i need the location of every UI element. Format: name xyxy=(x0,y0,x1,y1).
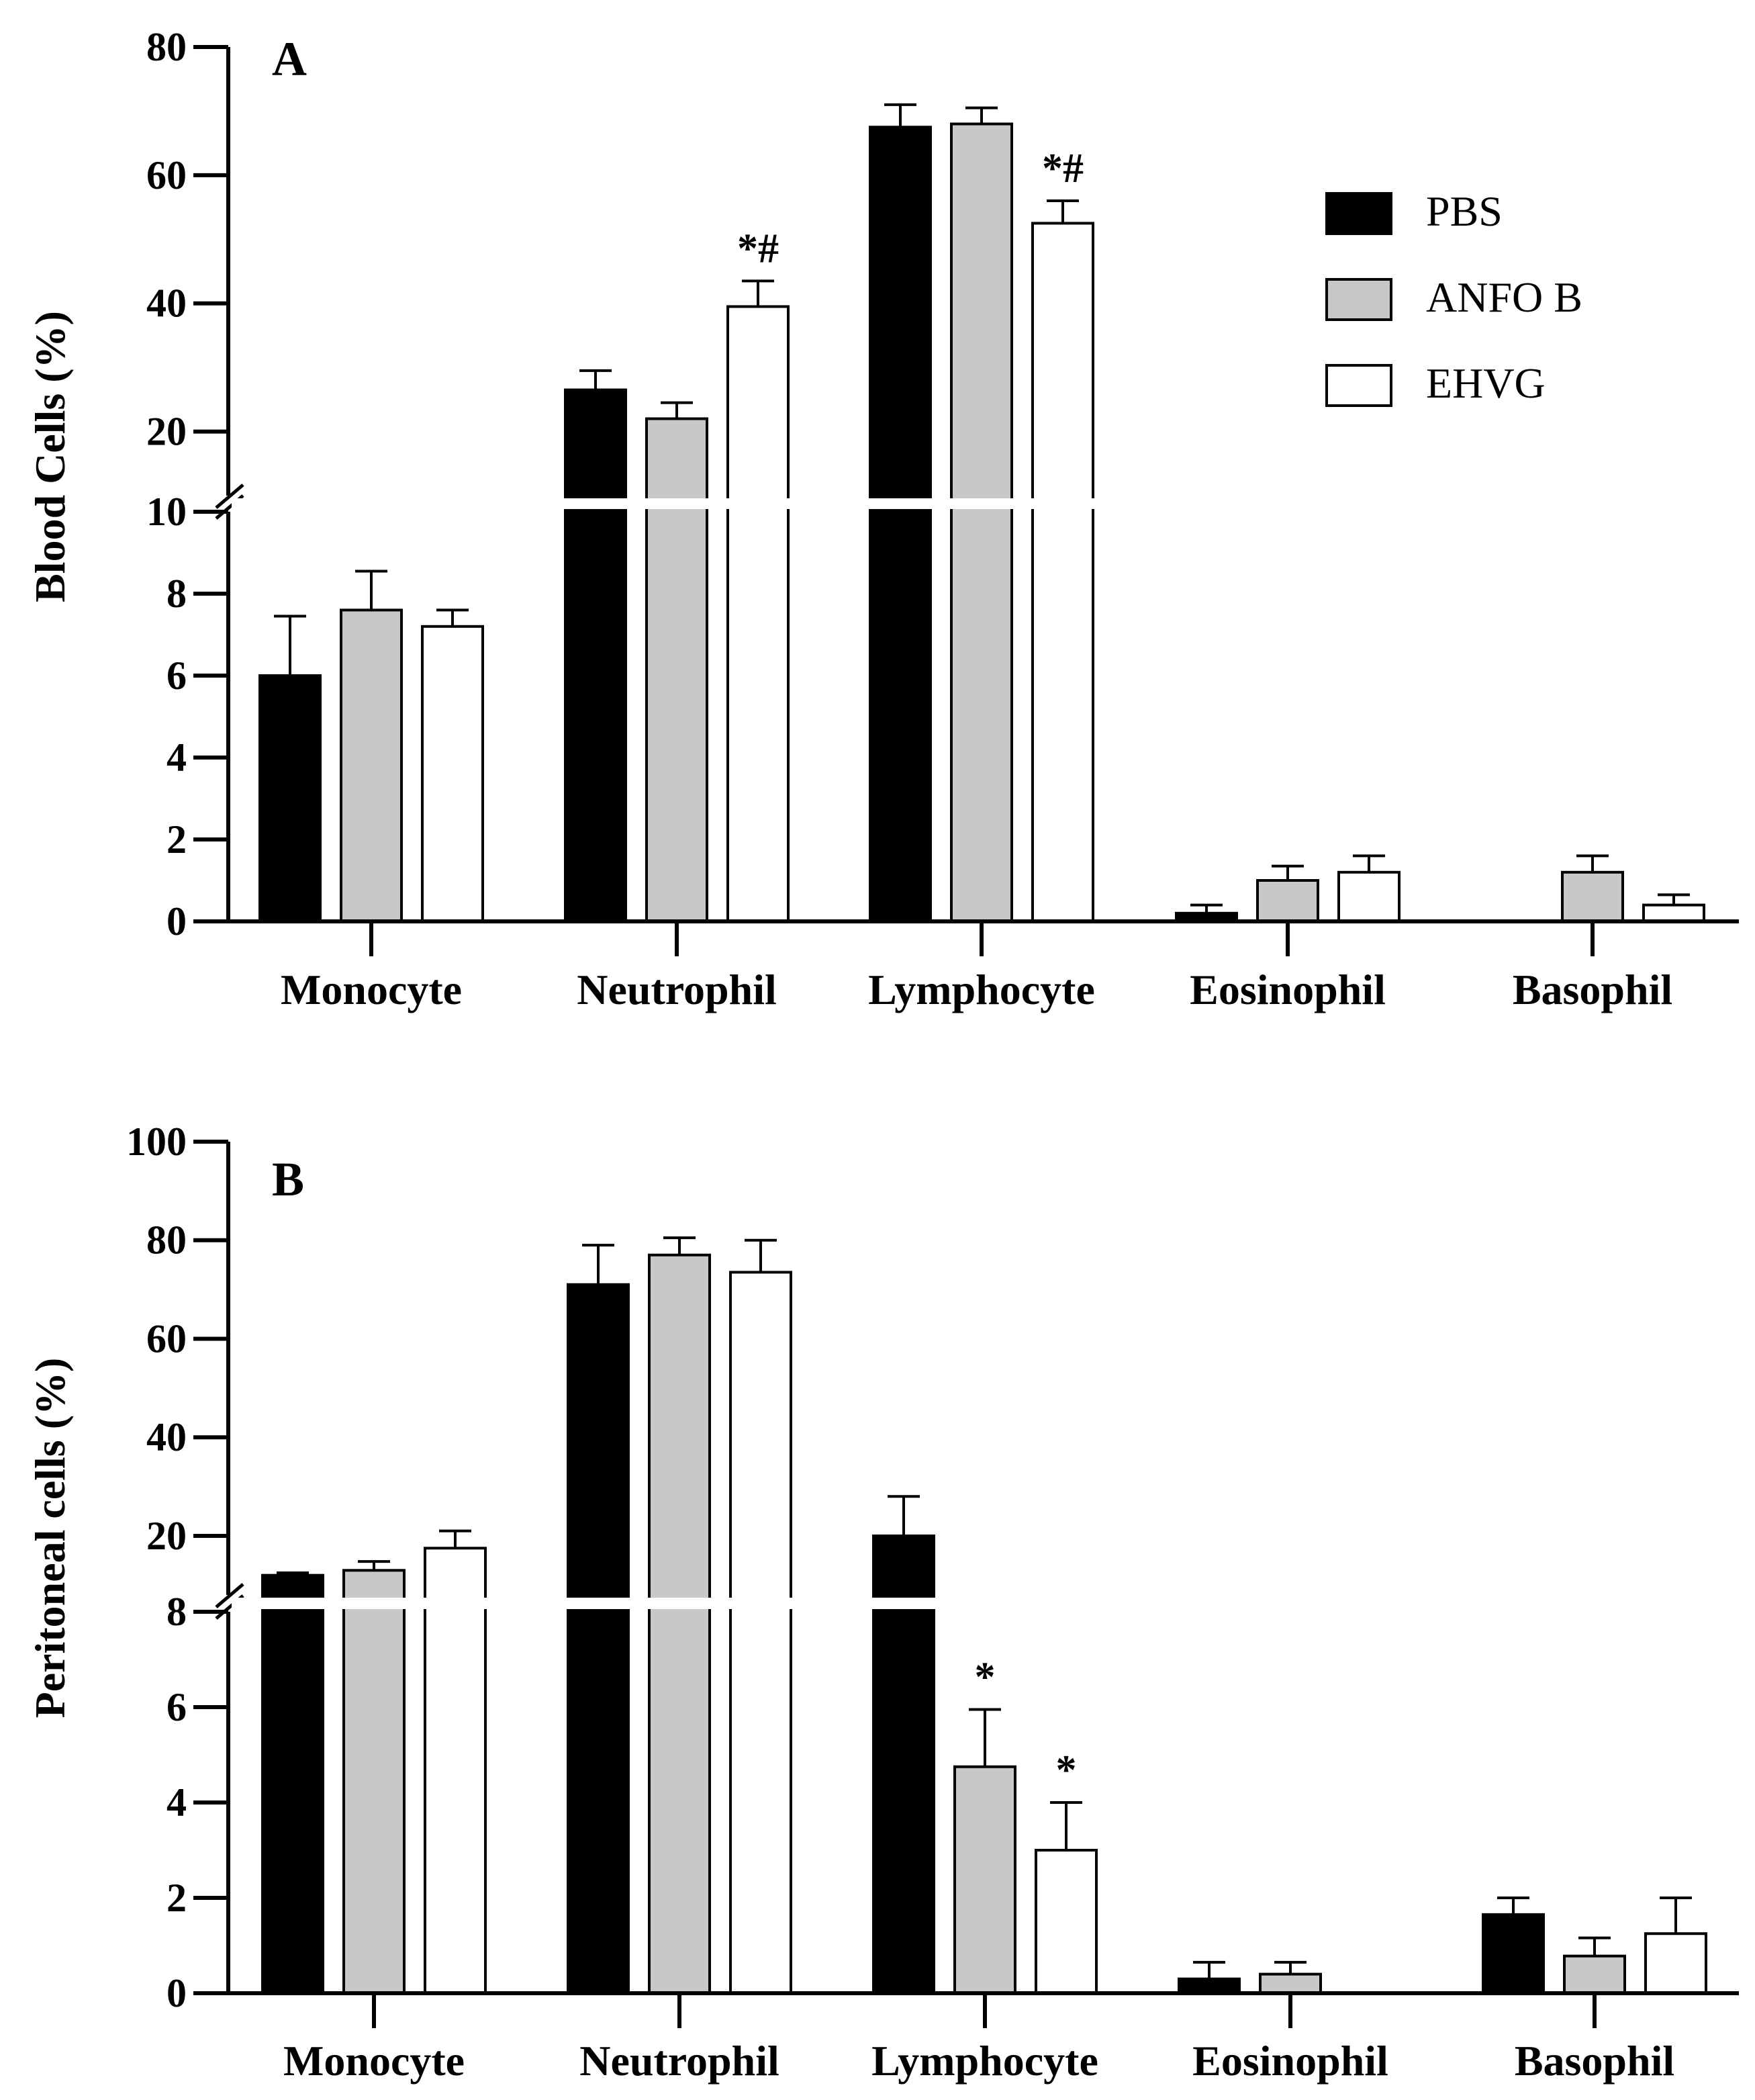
x-category-label: Eosinophil xyxy=(1190,966,1386,1013)
y-tick-label: 60 xyxy=(146,1316,187,1361)
x-category-label: Lymphocyte xyxy=(871,2037,1098,2085)
bar xyxy=(424,1547,487,1995)
bar xyxy=(340,608,403,923)
legend-label: PBS xyxy=(1426,187,1503,235)
y-tick-label: 0 xyxy=(167,1971,187,2015)
bar xyxy=(1031,222,1094,923)
y-tick-label: 80 xyxy=(146,25,187,69)
axis-break-gap xyxy=(232,1598,1742,1609)
y-tick-label: 4 xyxy=(167,735,187,780)
significance-label: *# xyxy=(737,226,779,271)
y-tick-label: 8 xyxy=(167,572,187,616)
bar xyxy=(1563,1954,1626,1995)
y-tick-label: 100 xyxy=(126,1120,187,1164)
bar xyxy=(1642,903,1705,923)
bar xyxy=(726,305,790,923)
bar xyxy=(342,1569,406,1995)
panel-b-y-axis-title: Peritoneal cells (%) xyxy=(26,1358,74,1719)
bar xyxy=(1259,1972,1322,1995)
y-tick-label: 0 xyxy=(167,899,187,944)
y-tick-label: 40 xyxy=(146,1415,187,1459)
significance-label: *# xyxy=(1042,146,1084,191)
y-tick-label: 20 xyxy=(146,410,187,454)
bar xyxy=(261,1573,324,1995)
y-axis-break-mark xyxy=(215,1583,244,1608)
bar xyxy=(1337,870,1401,923)
bar xyxy=(869,126,932,923)
bar xyxy=(950,122,1013,923)
bar xyxy=(953,1765,1016,1995)
bar xyxy=(645,417,708,923)
x-category-label: Neutrophil xyxy=(579,2037,779,2085)
panel-b-letter: B xyxy=(272,1152,304,1206)
legend-swatch xyxy=(1325,278,1392,321)
legend-swatch xyxy=(1325,192,1392,235)
significance-label: * xyxy=(1056,1747,1077,1793)
y-tick-label: 80 xyxy=(146,1218,187,1263)
legend: PBS ANFO B EHVG xyxy=(1325,187,1582,407)
bar xyxy=(567,1283,630,1995)
panel-a-y-axis-title: Blood Cells (%) xyxy=(26,311,74,602)
x-category-label: Neutrophil xyxy=(577,966,777,1013)
bar xyxy=(1561,870,1624,923)
x-category-label: Lymphocyte xyxy=(868,966,1095,1013)
panel-a-letter: A xyxy=(272,32,307,86)
bar xyxy=(1644,1932,1707,1995)
panel-b-chart: B Peritoneal cells (%) 0 2 4 6 8 20 40 60 80 100 M… xyxy=(26,1120,1742,2085)
y-axis-break-mark xyxy=(215,484,244,509)
y-tick-label: 10 xyxy=(146,490,187,534)
axis-break-gap xyxy=(232,498,1742,509)
bar xyxy=(1035,1849,1098,1995)
bar xyxy=(872,1534,935,1995)
bar xyxy=(258,674,322,923)
y-tick-label: 2 xyxy=(167,817,187,862)
y-tick-label: 6 xyxy=(167,653,187,698)
panel-a-chart: A Blood Cells (%) 0 2 4 6 8 10 20 40 60 80 Monocyt… xyxy=(26,25,1742,1013)
x-category-label: Eosinophil xyxy=(1192,2037,1388,2085)
bar xyxy=(421,625,484,923)
y-tick-label: 20 xyxy=(146,1514,187,1558)
y-tick-label: 6 xyxy=(167,1685,187,1729)
x-category-label: Monocyte xyxy=(283,2037,465,2085)
bar xyxy=(1482,1913,1545,1995)
bar xyxy=(1178,1977,1241,1995)
bar xyxy=(648,1253,711,1995)
legend-swatch xyxy=(1325,364,1392,407)
y-tick-label: 2 xyxy=(167,1876,187,1920)
bar xyxy=(729,1271,792,1995)
significance-label: * xyxy=(975,1655,996,1700)
y-tick-label: 4 xyxy=(167,1780,187,1825)
bar xyxy=(564,388,627,923)
y-tick-label: 60 xyxy=(146,153,187,197)
x-category-label: Basophil xyxy=(1515,2037,1674,2085)
bar xyxy=(1256,879,1319,923)
y-tick-label: 8 xyxy=(167,1590,187,1634)
legend-label: ANFO B xyxy=(1426,273,1582,321)
y-tick-label: 40 xyxy=(146,281,187,326)
legend-label: EHVG xyxy=(1426,359,1546,407)
x-category-label: Monocyte xyxy=(281,966,462,1013)
x-category-label: Basophil xyxy=(1513,966,1672,1013)
